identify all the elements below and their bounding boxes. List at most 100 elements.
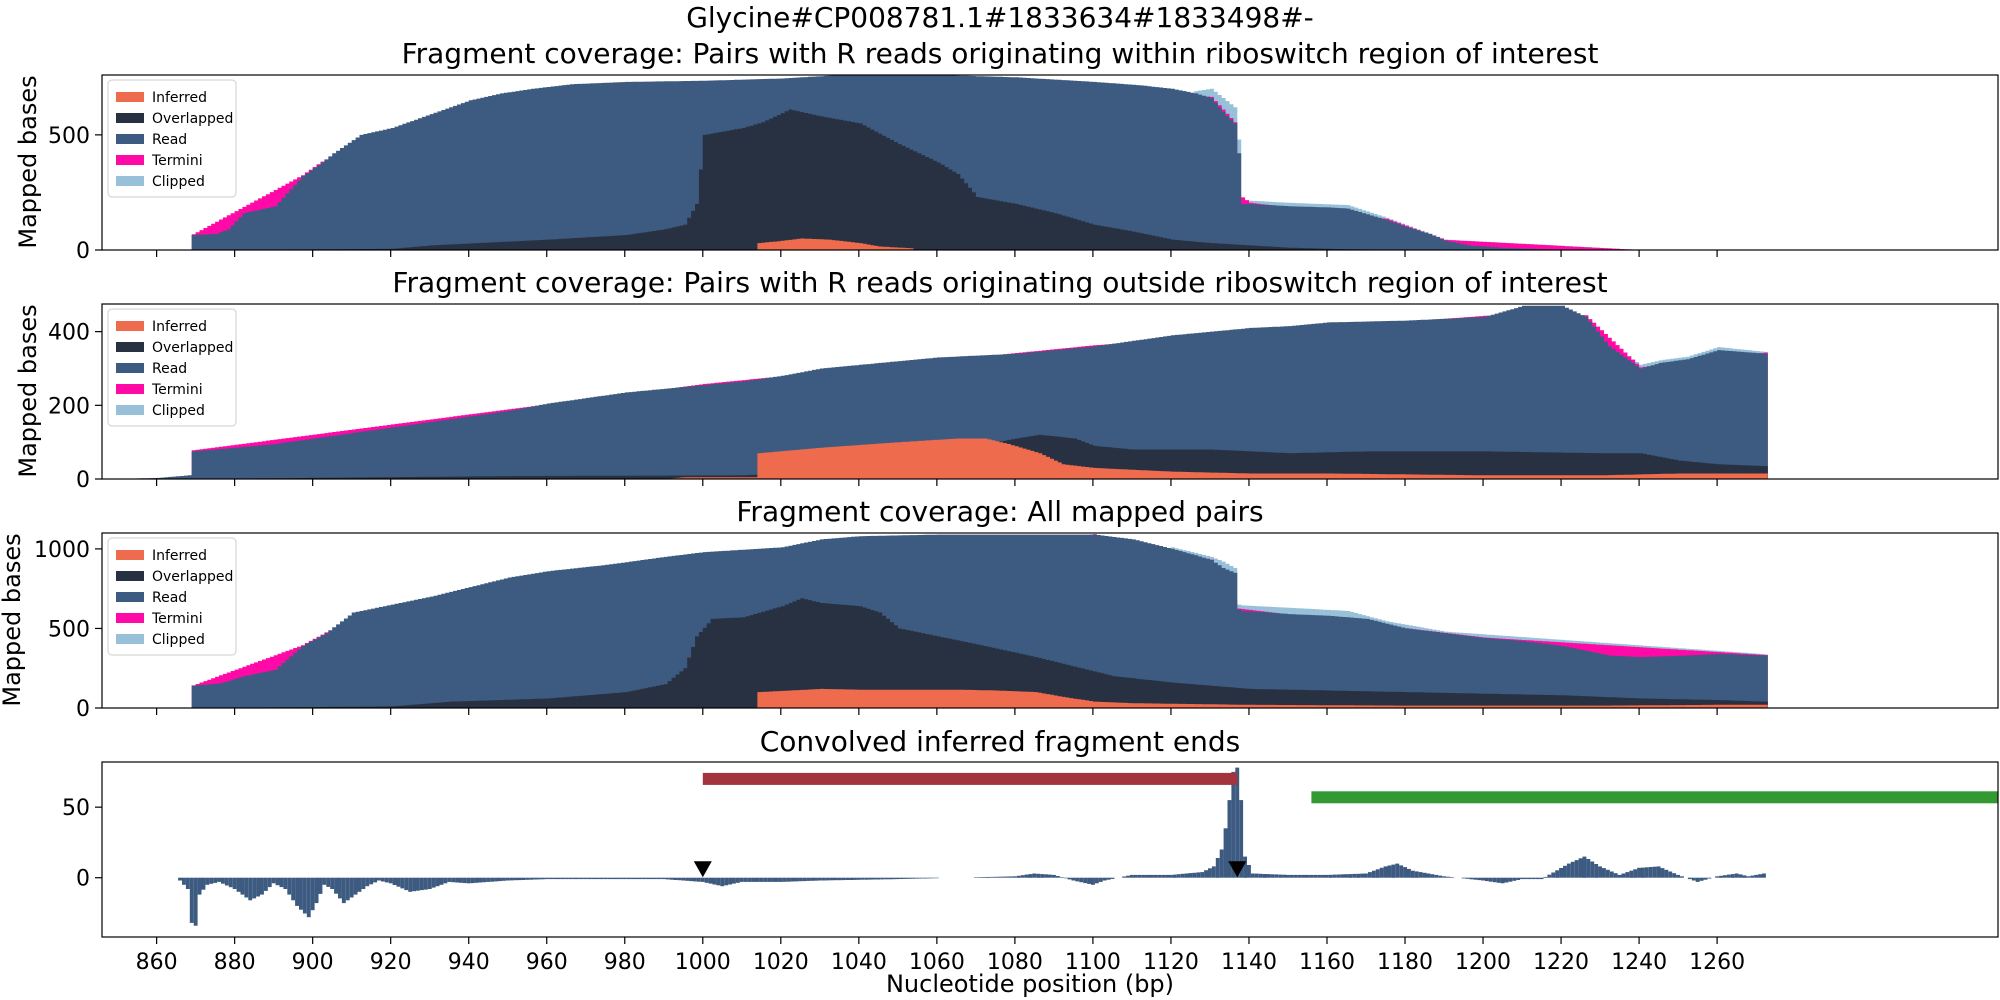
conv-bar bbox=[1680, 876, 1684, 878]
region-bar-2 bbox=[1311, 791, 1998, 804]
conv-bar bbox=[864, 877, 869, 880]
conv-bar bbox=[1325, 874, 1329, 878]
conv-bar bbox=[1660, 868, 1665, 878]
conv-bar bbox=[1676, 874, 1680, 878]
conv-bar bbox=[1555, 870, 1560, 878]
conv-bar bbox=[420, 877, 424, 891]
xtick-label: 1000 bbox=[675, 950, 731, 975]
conv-bar bbox=[1652, 866, 1657, 878]
conv-bar bbox=[1481, 877, 1485, 881]
conv-bar bbox=[704, 877, 709, 883]
conv-bar bbox=[540, 877, 545, 880]
conv-bar bbox=[985, 877, 990, 878]
figure-suptitle: Glycine#CP008781.1#1833634#1833498#- bbox=[686, 1, 1314, 34]
conv-bar bbox=[743, 877, 748, 882]
conv-bar bbox=[1239, 800, 1244, 878]
legend-label-clipped: Clipped bbox=[152, 174, 205, 190]
conv-bar bbox=[579, 877, 584, 880]
conv-bar bbox=[790, 877, 795, 882]
conv-bar bbox=[1141, 874, 1146, 878]
conv-bar bbox=[240, 877, 245, 895]
conv-bar bbox=[1208, 868, 1212, 878]
panel-all-ylabel: Mapped bases bbox=[0, 533, 26, 706]
panel-within-title: Fragment coverage: Pairs with R reads or… bbox=[402, 37, 1599, 70]
area-inferred bbox=[663, 438, 1768, 479]
conv-bar bbox=[1098, 877, 1103, 882]
conv-bar bbox=[903, 877, 908, 879]
conv-bar bbox=[1001, 876, 1006, 878]
panel-within: Fragment coverage: Pairs with R reads or… bbox=[14, 37, 1999, 264]
xtick-label: 920 bbox=[370, 950, 412, 975]
conv-bar bbox=[1020, 875, 1025, 878]
conv-bar bbox=[1438, 875, 1443, 878]
conv-bar bbox=[1040, 874, 1045, 878]
panel-within-plot bbox=[187, 75, 1643, 250]
legend-swatch-overlapped bbox=[116, 113, 144, 123]
conv-bar bbox=[1180, 873, 1185, 878]
conv-bar bbox=[611, 877, 615, 880]
conv-bar bbox=[455, 877, 459, 883]
conv-bar bbox=[1309, 874, 1314, 878]
conv-bar bbox=[1067, 877, 1072, 880]
conv-bar bbox=[1719, 875, 1723, 878]
conv-bar bbox=[341, 877, 346, 904]
conv-bar bbox=[767, 877, 772, 882]
conv-bar bbox=[1091, 877, 1095, 885]
conv-bar bbox=[1504, 877, 1509, 883]
conv-bar bbox=[1254, 873, 1259, 878]
conv-bar bbox=[1664, 869, 1669, 878]
conv-bar bbox=[817, 877, 822, 881]
xtick-label: 940 bbox=[448, 950, 490, 975]
conv-bar bbox=[1227, 800, 1232, 878]
conv-bar bbox=[911, 877, 916, 879]
conv-bar bbox=[1059, 877, 1064, 878]
conv-bar bbox=[1188, 873, 1193, 878]
conv-bar bbox=[728, 877, 732, 885]
conv-bar bbox=[1707, 877, 1712, 879]
conv-bar bbox=[178, 877, 182, 881]
conv-bar bbox=[775, 877, 779, 882]
conv-bar bbox=[525, 877, 530, 880]
conv-bar bbox=[716, 877, 721, 886]
conv-bar bbox=[1165, 874, 1169, 878]
conv-bar bbox=[1473, 877, 1478, 880]
ytick-label: 50 bbox=[62, 796, 90, 821]
conv-bar bbox=[1161, 874, 1166, 878]
panel-outside: Fragment coverage: Pairs with R reads or… bbox=[14, 266, 1999, 493]
xtick-label: 1140 bbox=[1221, 950, 1277, 975]
conv-bar bbox=[260, 877, 264, 895]
xtick-label: 1220 bbox=[1533, 950, 1589, 975]
conv-bar bbox=[853, 877, 857, 880]
conv-bar bbox=[205, 877, 210, 885]
conv-bar bbox=[622, 877, 627, 880]
conv-bar bbox=[1313, 874, 1318, 878]
conv-bar bbox=[568, 877, 573, 880]
conv-bar bbox=[572, 877, 576, 880]
conv-bar bbox=[1368, 872, 1372, 878]
conv-bar bbox=[1602, 868, 1606, 878]
conv-bar bbox=[494, 877, 498, 882]
conv-bar bbox=[1301, 874, 1306, 878]
xtick-label: 960 bbox=[526, 950, 568, 975]
conv-bar bbox=[1637, 867, 1641, 878]
conv-bar bbox=[1535, 877, 1540, 880]
conv-bar bbox=[537, 877, 541, 880]
conv-bar bbox=[373, 877, 377, 883]
conv-bar bbox=[856, 877, 861, 880]
conv-bar bbox=[439, 877, 444, 885]
conv-bar bbox=[1126, 875, 1130, 878]
conv-bar bbox=[1122, 876, 1127, 878]
conv-bar bbox=[1399, 865, 1404, 878]
conv-bar bbox=[182, 877, 186, 885]
conv-bar bbox=[1196, 872, 1201, 878]
conv-bar bbox=[626, 877, 631, 880]
conv-bar bbox=[552, 877, 557, 880]
panel-within-ylabel: Mapped bases bbox=[14, 75, 42, 248]
conv-bar bbox=[1703, 877, 1708, 880]
ytick-label: 400 bbox=[48, 321, 90, 346]
conv-bar bbox=[521, 877, 526, 880]
conv-bar bbox=[1754, 874, 1759, 878]
xtick-label: 880 bbox=[214, 950, 256, 975]
conv-bar bbox=[1153, 874, 1158, 878]
conv-bar bbox=[1434, 874, 1439, 878]
